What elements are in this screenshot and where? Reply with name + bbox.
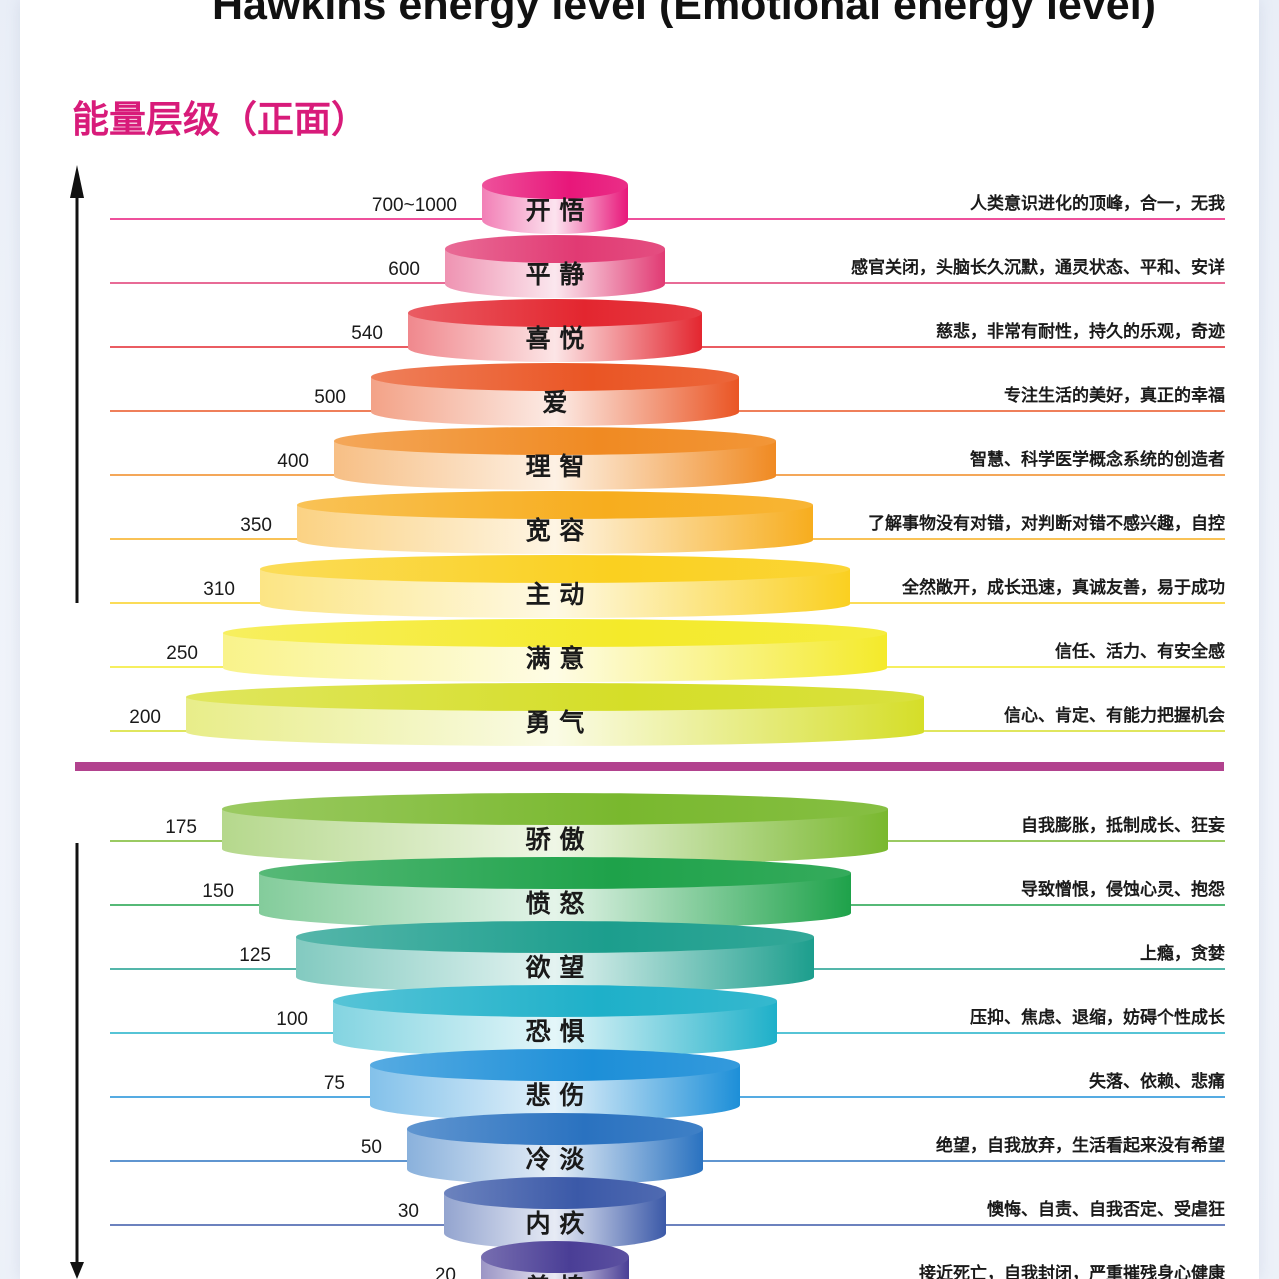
level-value: 175 xyxy=(165,817,197,838)
main-title: Hawkins energy level (Emotional energy l… xyxy=(212,0,1156,29)
level-value: 600 xyxy=(388,259,420,280)
level-value: 20 xyxy=(435,1265,456,1279)
divider-bar xyxy=(75,762,1224,771)
level-disc-top xyxy=(445,235,665,263)
level-disc-side xyxy=(407,1129,703,1185)
level-name: 理 智 xyxy=(526,452,585,481)
level-description: 信任、活力、有安全感 xyxy=(1055,641,1225,662)
level-name: 爱 xyxy=(542,388,567,417)
level-description: 接近死亡，自我封闭，严重摧残身心健康 xyxy=(919,1263,1226,1279)
level-description: 自我膨胀，抵制成长、狂妄 xyxy=(1021,815,1225,836)
level-value: 310 xyxy=(203,579,235,600)
level-description: 导致憎恨，侵蚀心灵、抱怨 xyxy=(1021,879,1225,900)
level-value: 150 xyxy=(202,881,234,902)
level-disc-top xyxy=(407,1113,703,1145)
level-disc-side xyxy=(260,569,850,618)
level-description: 专注生活的美好，真正的幸福 xyxy=(1004,385,1225,406)
level-disc-side xyxy=(223,633,887,682)
level-disc-side xyxy=(259,873,851,929)
level-disc-side xyxy=(445,249,665,298)
level-disc-side xyxy=(186,697,924,746)
level-description: 懊悔、自责、自我否定、受虐狂 xyxy=(987,1199,1225,1220)
level-disc-side xyxy=(296,937,814,993)
level-disc-top xyxy=(186,683,924,711)
level-disc-top xyxy=(259,857,851,889)
level-disc-top xyxy=(260,555,850,583)
level-disc-top xyxy=(482,171,628,199)
level-description: 慈悲，非常有耐性，持久的乐观，奇迹 xyxy=(936,321,1225,342)
level-value: 400 xyxy=(277,451,309,472)
level-value: 500 xyxy=(314,387,346,408)
level-name: 宽 容 xyxy=(526,516,585,545)
level-value: 250 xyxy=(166,643,198,664)
level-disc-top xyxy=(223,619,887,647)
level-disc-side xyxy=(408,313,702,362)
level-disc-top xyxy=(333,985,777,1017)
level-description: 上瘾，贪婪 xyxy=(1140,943,1225,964)
level-value: 540 xyxy=(351,323,383,344)
level-description: 绝望，自我放弃，生活看起来没有希望 xyxy=(936,1135,1225,1156)
level-name: 冷 淡 xyxy=(526,1145,586,1174)
level-name: 愤 怒 xyxy=(526,889,585,918)
level-value: 75 xyxy=(324,1073,345,1094)
level-disc-side xyxy=(370,1065,740,1121)
level-value: 700~1000 xyxy=(372,195,457,216)
level-description: 人类意识进化的顶峰，合一，无我 xyxy=(970,193,1225,214)
level-name: 平 静 xyxy=(526,260,585,289)
down-arrow-head xyxy=(70,1262,84,1279)
level-disc-top xyxy=(297,491,813,519)
level-name: 悲 伤 xyxy=(526,1081,585,1110)
level-disc-top xyxy=(408,299,702,327)
level-name: 满 意 xyxy=(526,644,585,673)
level-name: 骄 傲 xyxy=(526,825,586,854)
level-disc-side xyxy=(333,1001,777,1057)
level-name: 羞 愧 xyxy=(525,1273,585,1279)
level-value: 30 xyxy=(398,1201,419,1222)
level-value: 100 xyxy=(276,1009,308,1030)
level-disc-side xyxy=(371,377,739,426)
level-name: 内 疚 xyxy=(526,1209,585,1238)
level-name: 欲 望 xyxy=(525,953,585,982)
up-arrow-head xyxy=(70,165,84,198)
level-description: 感官关闭，头脑长久沉默，通灵状态、平和、安详 xyxy=(851,257,1225,278)
level-name: 主 动 xyxy=(526,580,585,609)
level-disc-top xyxy=(334,427,776,455)
level-value: 50 xyxy=(361,1137,382,1158)
level-name: 喜 悦 xyxy=(526,324,585,353)
level-disc-side xyxy=(297,505,813,554)
level-disc-top xyxy=(296,921,814,953)
level-disc-top xyxy=(481,1241,629,1273)
level-disc-side xyxy=(444,1193,666,1249)
level-value: 350 xyxy=(240,515,272,536)
level-disc-top xyxy=(370,1049,740,1081)
level-disc-top xyxy=(444,1177,666,1209)
level-description: 信心、肯定、有能力把握机会 xyxy=(1004,705,1225,726)
level-description: 全然敞开，成长迅速，真诚友善，易于成功 xyxy=(901,577,1225,598)
level-value: 200 xyxy=(129,707,161,728)
level-description: 压抑、焦虑、退缩，妨碍个性成长 xyxy=(970,1007,1226,1028)
level-disc-top xyxy=(222,793,888,825)
level-value: 125 xyxy=(239,945,271,966)
level-name: 恐 惧 xyxy=(526,1017,585,1046)
level-name: 勇 气 xyxy=(526,708,585,737)
level-description: 了解事物没有对错，对判断对错不感兴趣，自控 xyxy=(868,513,1225,534)
section-subtitle: 能量层级（正面） xyxy=(72,98,368,141)
level-description: 智慧、科学医学概念系统的创造者 xyxy=(970,449,1225,470)
level-disc-top xyxy=(371,363,739,391)
level-disc-side xyxy=(222,809,888,865)
level-disc-side xyxy=(334,441,776,490)
level-name: 开 悟 xyxy=(526,196,585,225)
level-description: 失落、依赖、悲痛 xyxy=(1089,1071,1225,1092)
level-disc-side xyxy=(482,185,628,234)
